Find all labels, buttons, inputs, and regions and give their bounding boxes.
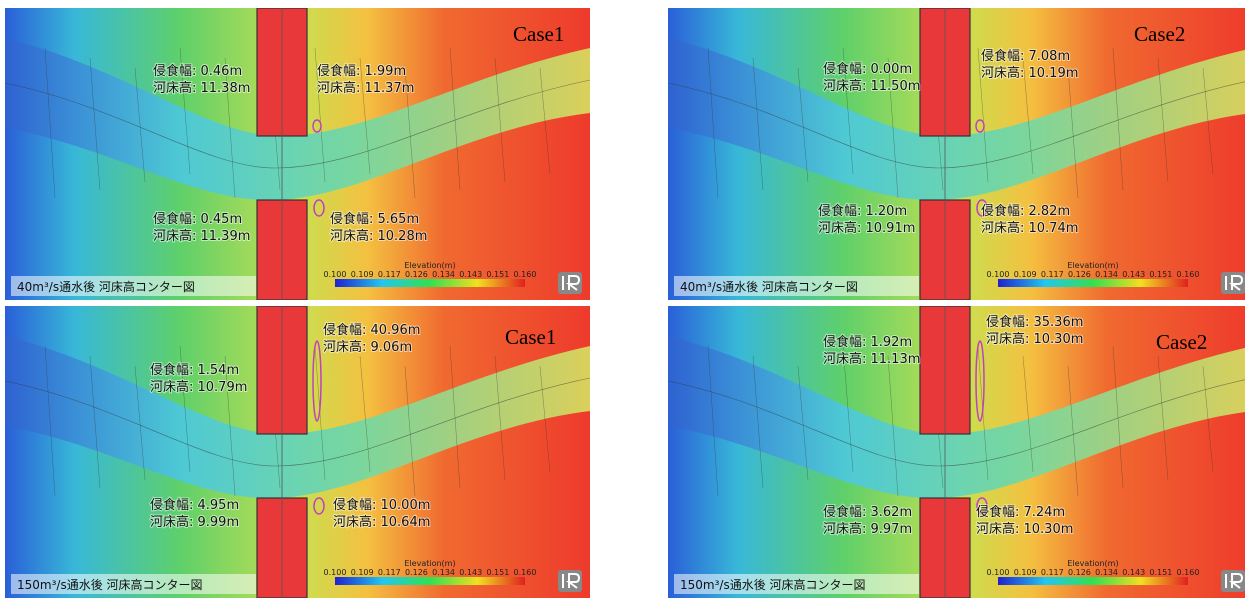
- annotation: 河床高: 10.74m: [981, 220, 1078, 236]
- annotation: 侵食幅: 5.65m: [330, 211, 419, 227]
- colorbar-tick: 0.151: [1149, 270, 1172, 279]
- annotation: 侵食幅: 2.82m: [981, 203, 1070, 219]
- colorbar-tick: 0.160: [1177, 270, 1200, 279]
- annotation: 侵食幅: 7.08m: [981, 48, 1070, 64]
- colorbar-tick: 0.160: [514, 270, 537, 279]
- colorbar-tick: 0.151: [1149, 568, 1172, 577]
- case-label: Case2: [1156, 330, 1207, 354]
- colorbar-tick: 0.117: [378, 270, 401, 279]
- colorbar-tick: 0.126: [405, 568, 428, 577]
- colorbar-tick: 0.109: [1014, 270, 1037, 279]
- colorbar: [335, 577, 525, 585]
- colorbar-title: Elevation(m): [1067, 261, 1118, 270]
- caption: 40m³/s通水後 河床高コンター図: [680, 279, 858, 294]
- colorbar-tick: 0.126: [1068, 568, 1091, 577]
- colorbar-tick: 0.143: [1122, 568, 1145, 577]
- colorbar-tick: 0.143: [459, 270, 482, 279]
- colorbar-tick: 0.100: [324, 270, 347, 279]
- colorbar-tick: 0.109: [1014, 568, 1037, 577]
- colorbar-tick: 0.109: [351, 568, 374, 577]
- annotation: 河床高: 9.97m: [823, 521, 912, 537]
- colorbar-tick: 0.126: [405, 270, 428, 279]
- colorbar-tick: 0.143: [459, 568, 482, 577]
- annotation: 侵食幅: 0.00m: [823, 61, 912, 77]
- annotation: 侵食幅: 35.36m: [986, 314, 1083, 330]
- annotation: 河床高: 11.37m: [317, 80, 414, 96]
- annotation: 侵食幅: 1.99m: [317, 63, 406, 79]
- colorbar-tick: 0.109: [351, 270, 374, 279]
- annotation: 河床高: 11.50m: [823, 78, 920, 94]
- panel: 侵食幅: 1.54m河床高: 10.79m 侵食幅: 40.96m河床高: 9.0…: [5, 306, 590, 598]
- colorbar-tick: 0.143: [1122, 270, 1145, 279]
- case-label: Case2: [1134, 22, 1185, 46]
- figure: 侵食幅: 0.46m河床高: 11.38m侵食幅: 1.99m河床高: 11.3…: [0, 0, 1245, 599]
- annotation: 河床高: 9.06m: [323, 339, 412, 355]
- colorbar-tick: 0.151: [486, 270, 509, 279]
- caption: 40m³/s通水後 河床高コンター図: [17, 279, 195, 294]
- annotation: 侵食幅: 10.00m: [333, 497, 430, 513]
- colorbar-title: Elevation(m): [404, 261, 455, 270]
- colorbar-tick: 0.134: [432, 270, 455, 279]
- annotation: 侵食幅: 40.96m: [323, 322, 420, 338]
- annotation: 河床高: 10.28m: [330, 228, 427, 244]
- annotation: 河床高: 10.19m: [981, 65, 1078, 81]
- colorbar-tick: 0.100: [987, 568, 1010, 577]
- caption: 150m³/s通水後 河床高コンター図: [680, 577, 866, 592]
- annotation: 侵食幅: 4.95m: [150, 497, 239, 513]
- colorbar-tick: 0.134: [1095, 568, 1118, 577]
- annotation: 河床高: 10.79m: [150, 379, 247, 395]
- colorbar-tick: 0.100: [987, 270, 1010, 279]
- case-label: Case1: [513, 22, 564, 46]
- annotation: 河床高: 10.91m: [818, 220, 915, 236]
- annotation: 侵食幅: 1.20m: [818, 203, 907, 219]
- colorbar-tick: 0.134: [432, 568, 455, 577]
- panel: 侵食幅: 1.92m河床高: 11.13m侵食幅: 35.36m河床高: 10.…: [668, 306, 1245, 598]
- annotation: 侵食幅: 1.54m: [150, 362, 239, 378]
- colorbar-tick: 0.151: [486, 568, 509, 577]
- colorbar-tick: 0.117: [378, 568, 401, 577]
- annotation: 侵食幅: 3.62m: [823, 504, 912, 520]
- case-label: Case1: [505, 325, 556, 349]
- colorbar-title: Elevation(m): [404, 559, 455, 568]
- caption: 150m³/s通水後 河床高コンター図: [17, 577, 203, 592]
- annotation: 河床高: 10.30m: [986, 331, 1083, 347]
- annotation: 侵食幅: 0.46m: [153, 63, 242, 79]
- colorbar-tick: 0.160: [1177, 568, 1200, 577]
- annotation: 河床高: 11.38m: [153, 80, 250, 96]
- annotation: 侵食幅: 1.92m: [823, 334, 912, 350]
- colorbar-tick: 0.117: [1041, 568, 1064, 577]
- colorbar-tick: 0.100: [324, 568, 347, 577]
- colorbar-tick: 0.126: [1068, 270, 1091, 279]
- annotation: 河床高: 10.30m: [976, 521, 1073, 537]
- colorbar-title: Elevation(m): [1067, 559, 1118, 568]
- colorbar-tick: 0.160: [514, 568, 537, 577]
- annotation: 河床高: 11.13m: [823, 351, 920, 367]
- annotation: 河床高: 10.64m: [333, 514, 430, 530]
- annotation: 侵食幅: 0.45m: [153, 211, 242, 227]
- colorbar-tick: 0.117: [1041, 270, 1064, 279]
- colorbar: [335, 279, 525, 287]
- annotation: 河床高: 11.39m: [153, 228, 250, 244]
- colorbar-tick: 0.134: [1095, 270, 1118, 279]
- annotation: 侵食幅: 7.24m: [976, 504, 1065, 520]
- colorbar: [998, 279, 1188, 287]
- annotation: 河床高: 9.99m: [150, 514, 239, 530]
- colorbar: [998, 577, 1188, 585]
